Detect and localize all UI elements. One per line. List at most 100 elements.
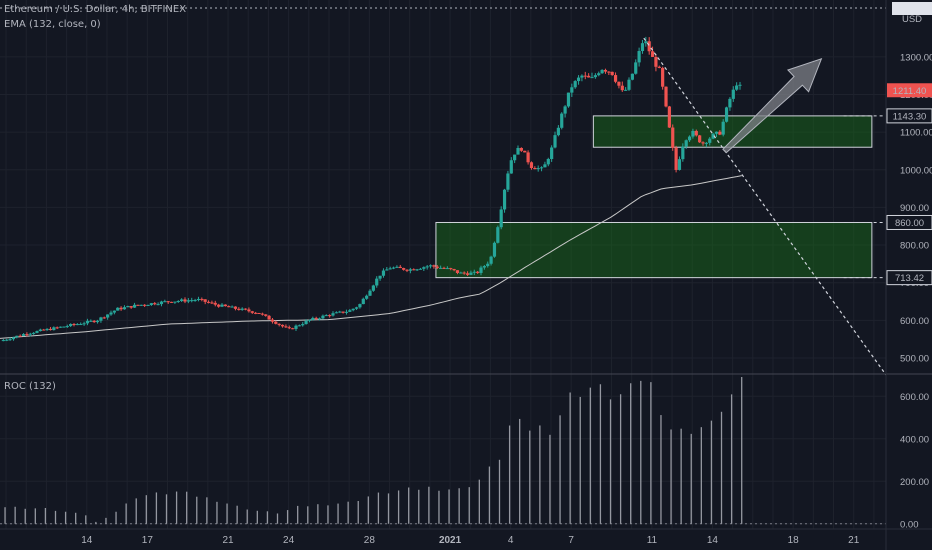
candle-up	[344, 311, 349, 313]
candle-up	[65, 326, 69, 328]
grid	[0, 0, 886, 529]
candle-up	[378, 275, 382, 279]
candle-up	[79, 324, 83, 326]
candle-up	[738, 84, 742, 86]
candle-up	[38, 329, 42, 332]
candle-up	[728, 98, 732, 108]
candle-down	[136, 304, 140, 306]
candle-up	[731, 89, 735, 99]
candle-up	[193, 300, 197, 302]
candle-up	[580, 75, 584, 78]
candle-down	[92, 320, 96, 323]
candle-down	[341, 311, 345, 313]
candle-down	[237, 308, 241, 310]
level-tag-label: 1143.30	[893, 111, 927, 122]
currency-label: USD	[902, 14, 922, 25]
price-tick-label: 1300.00	[900, 52, 932, 63]
candle-down	[129, 306, 133, 308]
candle-up	[58, 326, 63, 328]
candle-down	[102, 317, 106, 319]
candle-up	[176, 301, 180, 303]
date-tick-label: 21	[222, 535, 234, 546]
candle-up	[85, 320, 90, 324]
support-zones	[435, 115, 886, 279]
candle-up	[704, 142, 708, 144]
candle-up	[560, 113, 564, 128]
candle-up	[116, 307, 120, 311]
candle-down	[398, 266, 402, 269]
candle-up	[348, 310, 352, 312]
candle-down	[449, 268, 453, 270]
candle-up	[132, 304, 137, 308]
level-tag	[886, 270, 932, 286]
candle-up	[163, 301, 167, 303]
candle-down	[260, 313, 264, 315]
candle-up	[156, 304, 160, 306]
candle-down	[213, 302, 217, 305]
candle-up	[45, 328, 49, 331]
candle-down	[217, 304, 221, 307]
candle-down	[227, 306, 231, 308]
candle-up	[634, 62, 638, 74]
candle-up	[600, 69, 604, 74]
candle-up	[375, 278, 379, 286]
candle-down	[72, 324, 76, 326]
candle-down	[452, 269, 456, 271]
candle-up	[139, 304, 143, 306]
candle-up	[95, 320, 100, 323]
candle-up	[122, 307, 127, 310]
candle-up	[385, 269, 389, 271]
drawing-overlay	[643, 37, 887, 376]
candle-up	[89, 320, 93, 322]
candle-down	[435, 266, 439, 268]
candle-up	[439, 267, 443, 269]
candle-up	[338, 311, 342, 313]
candle-down	[314, 317, 318, 319]
candle-down	[617, 81, 621, 86]
candle-up	[52, 327, 56, 331]
date-tick-label: 24	[283, 535, 295, 546]
candle-up	[351, 308, 355, 311]
candle-down	[25, 334, 29, 336]
candle-up	[149, 303, 153, 305]
candle-up	[8, 339, 12, 341]
candle-down	[143, 304, 147, 306]
candle-down	[200, 298, 204, 300]
candle-up	[15, 335, 19, 338]
candle-down	[529, 162, 534, 168]
candle-up	[371, 285, 375, 291]
candle-down	[402, 268, 406, 270]
candle-down	[42, 329, 46, 331]
candle-up	[311, 317, 315, 320]
candle-up	[297, 325, 301, 327]
date-tick-label: 28	[364, 535, 376, 546]
candle-down	[18, 335, 22, 337]
price-tick-label: 600.00	[900, 316, 929, 327]
price-tick-label: 900.00	[900, 203, 929, 214]
roc-indicator-label[interactable]: ROC (132)	[4, 381, 56, 392]
candle-up	[304, 320, 308, 325]
candle-up	[445, 268, 449, 270]
candle-down	[243, 308, 248, 310]
date-tick-label: 7	[568, 535, 574, 546]
candle-up	[425, 266, 429, 268]
candle-up	[506, 173, 510, 190]
candle-down	[523, 150, 527, 153]
candle-up	[492, 242, 497, 257]
level-tag	[886, 214, 932, 230]
candle-up	[684, 140, 688, 147]
candle-up	[109, 312, 113, 315]
symbol-title[interactable]: Ethereum / U.S. Dollar, 4h, BITFINEX	[4, 4, 187, 15]
candle-up	[721, 121, 725, 135]
candle-up	[28, 333, 32, 335]
candle-down	[613, 75, 618, 82]
candle-up	[644, 41, 648, 44]
candle-up	[573, 81, 577, 88]
top-level-tag	[892, 2, 932, 15]
candle-down	[657, 66, 661, 68]
candle-up	[21, 334, 26, 336]
candle-up	[428, 265, 433, 267]
ema-indicator-label[interactable]: EMA (132, close, 0)	[4, 19, 101, 30]
